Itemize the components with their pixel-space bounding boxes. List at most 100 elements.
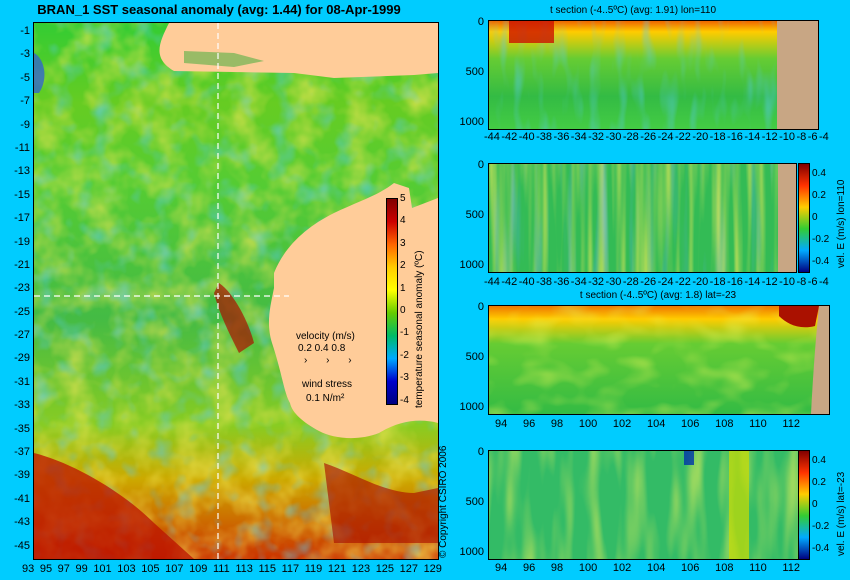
panel2-land — [778, 163, 797, 273]
panel1-xtick: -44 — [484, 131, 500, 143]
lon-tick: 113 — [235, 563, 253, 575]
sst-map-svg — [34, 23, 438, 559]
panel2-xtick: -20 — [692, 276, 709, 288]
lat-tick: -45 — [14, 539, 30, 552]
panel4-xtick: 108 — [715, 562, 734, 574]
panel2-xtick: -44 — [484, 276, 500, 288]
panel4-band — [729, 451, 749, 559]
lat-tick: -1 — [20, 25, 30, 37]
panel1-ytick: 0 — [477, 16, 484, 28]
lat-tick: -11 — [14, 141, 30, 154]
lon-tick: 125 — [375, 563, 395, 575]
warm-anomaly-southeast — [324, 463, 438, 543]
lat-tick: -31 — [14, 375, 30, 388]
panel4-svg — [489, 451, 799, 559]
lat-tick: -23 — [14, 282, 30, 295]
lon-tick: 129 — [423, 563, 442, 575]
sst-colorbar-tick: 3 — [400, 237, 406, 249]
panel1-xtick: -8 — [796, 131, 807, 143]
panel3-xtick: 96 — [522, 418, 536, 430]
sst-colorbar — [386, 198, 398, 405]
panel1-xtick: -36 — [553, 131, 570, 143]
panel2-xtick: -24 — [657, 276, 674, 288]
panel3-ytick: 1000 — [459, 401, 484, 413]
panel4-heatmap — [488, 450, 800, 560]
lon-tick: 115 — [258, 563, 276, 575]
lon-tick: 95 — [39, 563, 53, 575]
panel2-xtick: -4 — [818, 276, 829, 288]
panel1-warm-surface — [509, 21, 554, 43]
panel4-xtick: 102 — [612, 562, 632, 574]
panel4-xtick: 112 — [782, 562, 800, 574]
lon-tick: 105 — [141, 563, 160, 575]
vel-tick: 0.4 — [812, 168, 826, 179]
lat-tick: -7 — [20, 95, 30, 108]
sst-colorbar-tick: 4 — [400, 215, 406, 227]
panel1-ytick: 1000 — [459, 116, 484, 128]
panel2-heatmap — [488, 163, 780, 273]
panel3-xtick: 104 — [646, 418, 666, 430]
lat-tick: -37 — [14, 446, 30, 459]
panel4-xtick: 100 — [578, 562, 598, 574]
panel4-xtick: 96 — [522, 562, 536, 574]
sst-colorbar-tick: 0 — [400, 304, 406, 316]
panel2-xtick: -38 — [536, 276, 552, 288]
lon-tick: 101 — [93, 563, 112, 575]
panel2-xtick: -6 — [807, 276, 818, 288]
lat-tick: -13 — [14, 165, 30, 178]
panel2-xtick: -34 — [570, 276, 587, 288]
panel1-svg — [489, 21, 779, 129]
wind-legend-value: 0.1 N/m² — [306, 393, 345, 404]
panel3-xtick: 106 — [681, 418, 700, 430]
lat-tick: -21 — [14, 258, 30, 271]
panel2-xtick: -22 — [674, 276, 691, 288]
panel2-ytick: 1000 — [459, 259, 484, 271]
panel2-xtick: -40 — [518, 276, 535, 288]
panel4-xtick: 98 — [550, 562, 564, 574]
panel3-warm-coastal — [779, 306, 819, 328]
java-sea — [184, 51, 264, 67]
panel3-xtick: 110 — [749, 418, 767, 430]
lon-tick: 109 — [189, 563, 208, 575]
panel1-xtick: -42 — [501, 131, 518, 143]
panel4-colorbar-label: vel. E (m/s) lat=-23 — [836, 471, 847, 556]
lat-tick: -27 — [14, 329, 30, 342]
lon-tick: 111 — [213, 563, 230, 575]
panel4-xtick: 106 — [681, 562, 700, 574]
panel2-xtick: -18 — [709, 276, 726, 288]
vel-tick: 0.4 — [812, 455, 826, 466]
panel4-ytick: 1000 — [459, 546, 484, 558]
velocity-legend-values: 0.2 0.4 0.8 — [298, 343, 346, 354]
map-lon-ticks: 93 95 97 99 101 103 105 107 109 111 113 … — [22, 563, 442, 575]
lon-tick: 107 — [165, 563, 184, 575]
panel1-xtick: -6 — [807, 131, 818, 143]
panel3-texture — [489, 306, 829, 414]
panel4-ytick: 0 — [477, 446, 484, 458]
vel-tick: 0.2 — [812, 477, 826, 488]
panel2-texture-cool — [489, 164, 779, 272]
vel-tick: -0.2 — [812, 234, 830, 245]
panel2-xtick: -30 — [605, 276, 622, 288]
lat-tick: -29 — [14, 352, 30, 365]
panel2-xtick: -14 — [744, 276, 761, 288]
vel-tick: 0 — [812, 499, 818, 510]
lat-tick: -15 — [14, 188, 30, 201]
sst-colorbar-tick: -3 — [400, 372, 409, 384]
copyright-text: © Copyright CSIRO 2006 — [438, 445, 449, 558]
sst-colorbar-tick: 5 — [400, 193, 406, 204]
lat-tick: -17 — [14, 212, 30, 225]
lat-tick: -41 — [14, 492, 30, 505]
panel3-xtick: 102 — [612, 418, 632, 430]
lat-tick: -43 — [14, 516, 30, 529]
panel2-colorbar — [798, 163, 810, 273]
panel1-title: t section (-4..5ºC) (avg: 1.91) lon=110 — [549, 5, 717, 16]
wind-legend-title: wind stress — [302, 379, 353, 390]
lon-tick: 93 — [22, 563, 35, 575]
panel1-xtick: -10 — [779, 131, 796, 143]
panel2-xtick: -12 — [761, 276, 778, 288]
panel3-xtick: 108 — [715, 418, 734, 430]
panel3-land — [811, 306, 829, 414]
lat-tick: -25 — [14, 305, 30, 318]
panel3-svg — [489, 306, 829, 414]
sst-colorbar-tick: -1 — [400, 327, 409, 339]
